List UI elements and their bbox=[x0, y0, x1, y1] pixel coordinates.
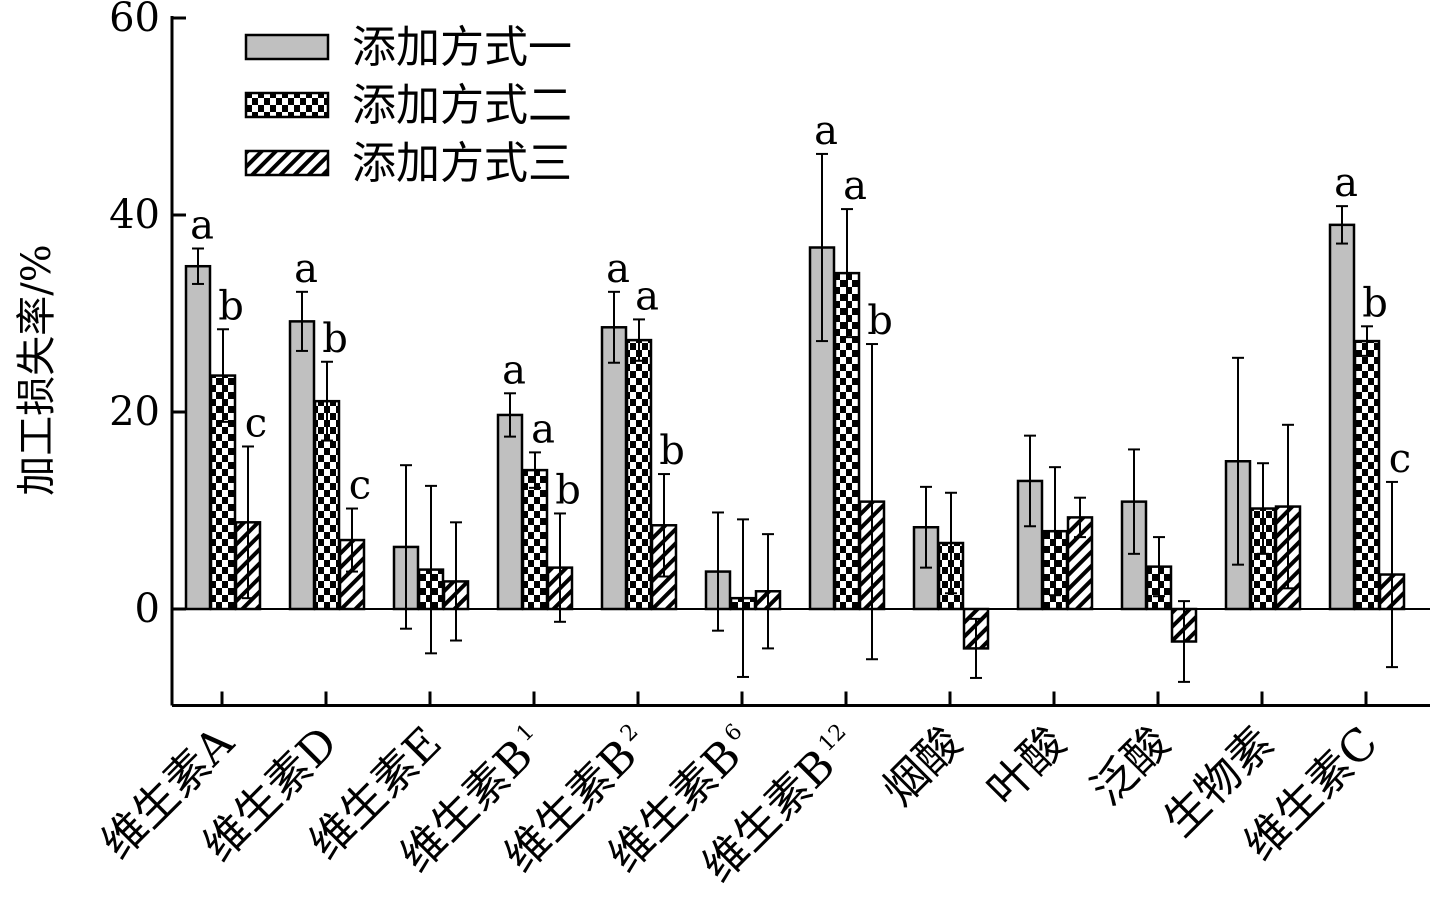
significance-letter: a bbox=[606, 246, 630, 292]
significance-letter: a bbox=[531, 406, 555, 452]
significance-letter: a bbox=[502, 347, 526, 393]
y-tick-label: 40 bbox=[109, 192, 160, 238]
significance-letter: a bbox=[843, 163, 867, 209]
x-tick-label-subscript: 12 bbox=[814, 719, 851, 756]
legend-swatch-hatch bbox=[244, 149, 330, 177]
significance-letter: a bbox=[190, 202, 214, 248]
significance-letter: c bbox=[1389, 436, 1411, 482]
significance-letter: b bbox=[867, 298, 893, 344]
axes: 0 20 40 60 加工损失率/% bbox=[14, 0, 1430, 707]
bars bbox=[184, 152, 1406, 683]
bar-checker bbox=[521, 468, 549, 611]
x-tick-label: 烟酸 bbox=[873, 717, 971, 815]
significance-letter: a bbox=[1334, 160, 1358, 206]
bar-gray bbox=[496, 413, 524, 611]
x-tick-label: 叶酸 bbox=[977, 717, 1075, 815]
significance-letter: b bbox=[218, 283, 244, 329]
x-tick-label-subscript: 6 bbox=[720, 719, 748, 747]
bar-gray bbox=[600, 326, 628, 611]
legend-label: 添加方式三 bbox=[352, 138, 572, 189]
bar-gray bbox=[184, 264, 212, 611]
x-tick-label-subscript: 1 bbox=[512, 719, 540, 747]
significance-letter: a bbox=[814, 108, 838, 154]
legend-swatch-checker bbox=[244, 91, 330, 119]
significance-letter: b bbox=[659, 428, 685, 474]
x-tick-label-subscript: 2 bbox=[616, 719, 644, 747]
y-tick-label: 20 bbox=[109, 389, 160, 435]
significance-letter: b bbox=[1362, 280, 1388, 326]
x-tick-label-group: 烟酸 bbox=[873, 717, 971, 815]
bar-gray bbox=[1328, 223, 1356, 611]
bar-gray bbox=[288, 320, 316, 611]
y-tick-label: 0 bbox=[135, 586, 160, 632]
legend-label: 添加方式二 bbox=[352, 80, 572, 131]
bar-checker bbox=[1353, 339, 1381, 611]
significance-letter: c bbox=[245, 400, 267, 446]
legend-swatch-gray bbox=[244, 33, 330, 61]
y-tick-label: 60 bbox=[109, 0, 160, 41]
significance-letter: b bbox=[555, 467, 581, 513]
significance-letter: a bbox=[635, 273, 659, 319]
bar-checker bbox=[625, 338, 653, 611]
significance-letter: a bbox=[294, 246, 318, 292]
significance-letter: c bbox=[349, 463, 371, 509]
x-tick-label-group: 叶酸 bbox=[977, 717, 1075, 815]
significance-letter: b bbox=[322, 316, 348, 362]
y-axis-label: 加工损失率/% bbox=[14, 244, 60, 495]
legend-label: 添加方式一 bbox=[352, 22, 572, 73]
